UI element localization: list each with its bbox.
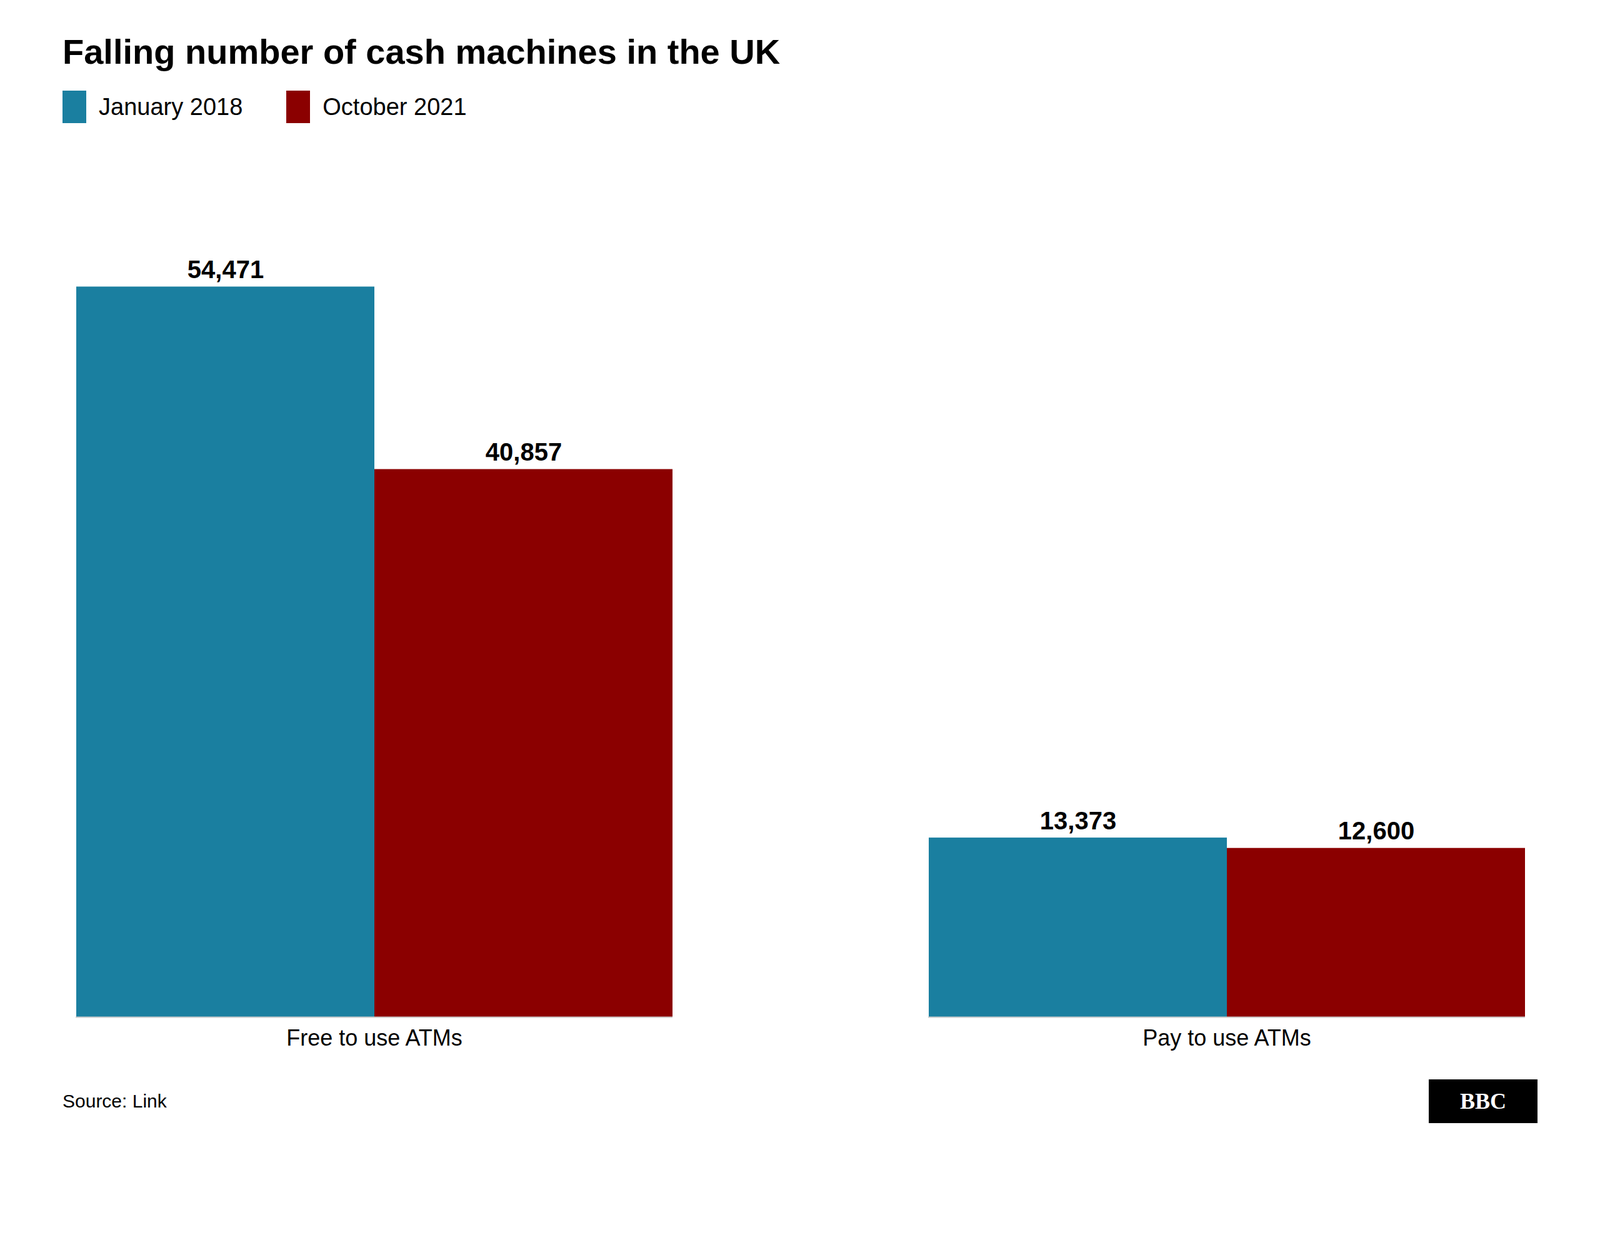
svg-text:40,857: 40,857 <box>485 438 562 466</box>
html-text:Source: Link: Source: Link <box>62 1090 167 1112</box>
svg-text:Free to use ATMs: Free to use ATMs <box>286 1025 462 1051</box>
svg-text:12,600: 12,600 <box>1338 816 1415 845</box>
svg-text:13,373: 13,373 <box>1040 806 1117 835</box>
html-text:Falling number of cash machine: Falling number of cash machines in the U… <box>62 31 781 72</box>
svg-text:54,471: 54,471 <box>187 255 264 284</box>
html-text:October 2021: October 2021 <box>322 93 467 120</box>
svg-text:Pay to use ATMs: Pay to use ATMs <box>1142 1025 1311 1051</box>
html-text:BBC: BBC <box>1460 1088 1507 1114</box>
html-text:January 2018: January 2018 <box>98 93 243 120</box>
